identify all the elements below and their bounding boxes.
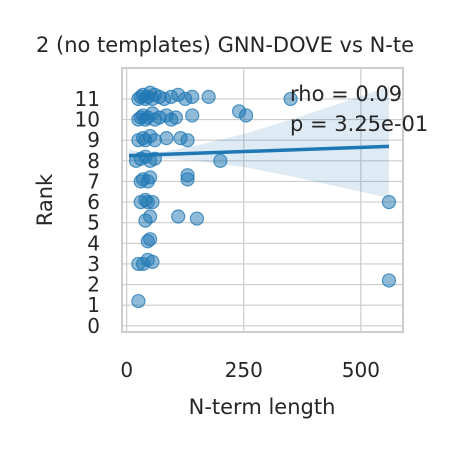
y-tick-label-0: 0 xyxy=(87,314,100,338)
data-point-36 xyxy=(180,133,195,148)
data-point-20 xyxy=(143,170,158,185)
data-point-5 xyxy=(145,254,160,269)
rho-annotation: rho = 0.09 xyxy=(290,82,402,106)
data-point-65 xyxy=(201,89,216,104)
data-point-7 xyxy=(143,232,158,247)
data-point-64 xyxy=(185,89,200,104)
regression-line xyxy=(128,144,390,158)
y-tick-label-6: 6 xyxy=(87,190,100,214)
grid xyxy=(122,68,403,332)
data-point-1 xyxy=(381,273,397,288)
data-point-15 xyxy=(145,194,160,210)
x-tick-label-1: 250 xyxy=(225,358,263,382)
chart-title: 2 (no templates) GNN-DOVE vs N-te xyxy=(36,33,414,57)
y-tick-label-9: 9 xyxy=(87,128,100,152)
data-point-11 xyxy=(189,211,205,226)
data-point-0 xyxy=(131,293,146,309)
y-tick-label-1: 1 xyxy=(87,293,100,317)
plot-frame xyxy=(121,67,404,333)
data-point-9 xyxy=(143,209,158,224)
y-tick-label-2: 2 xyxy=(87,273,100,297)
data-point-47 xyxy=(168,110,183,125)
data-point-34 xyxy=(159,131,174,146)
y-tick-label-10: 10 xyxy=(75,108,100,132)
p-value-annotation: p = 3.25e-01 xyxy=(290,112,428,136)
data-point-28 xyxy=(213,153,228,168)
y-tick-label-4: 4 xyxy=(87,231,100,255)
data-point-66 xyxy=(283,91,298,107)
data-point-48 xyxy=(185,108,200,123)
y-tick-label-3: 3 xyxy=(87,252,100,276)
y-tick-label-8: 8 xyxy=(87,149,100,173)
confidence-band xyxy=(129,86,389,198)
data-point-50 xyxy=(239,108,254,123)
y-axis-label: Rank xyxy=(33,173,57,226)
regression-line-group xyxy=(128,144,390,158)
x-tick-labels: 0 250 500 xyxy=(120,358,380,382)
data-point-10 xyxy=(171,209,186,224)
data-point-22 xyxy=(180,172,195,187)
y-tick-label-11: 11 xyxy=(75,87,100,111)
y-tick-label-7: 7 xyxy=(87,169,100,193)
x-tick-label-2: 500 xyxy=(342,358,380,382)
data-points xyxy=(128,85,397,309)
confidence-band-area xyxy=(129,86,389,198)
x-tick-label-0: 0 xyxy=(120,358,133,382)
y-tick-label-5: 5 xyxy=(87,211,100,235)
data-point-33 xyxy=(147,133,162,148)
x-axis-label: N-term length xyxy=(189,395,336,419)
data-point-16 xyxy=(381,194,397,210)
